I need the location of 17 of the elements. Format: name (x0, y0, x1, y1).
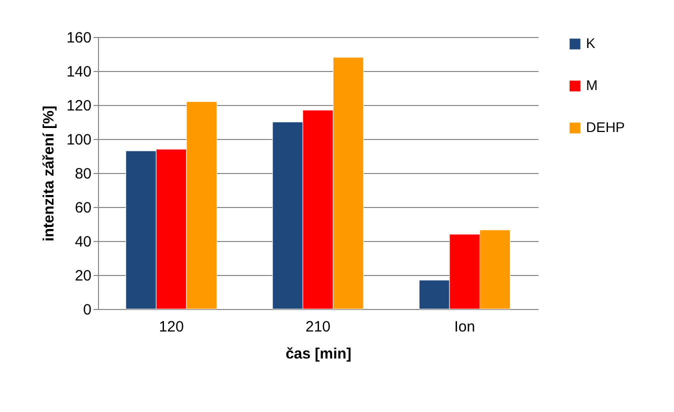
x-tick-label: Ion (454, 318, 476, 336)
legend-label: M (586, 77, 598, 93)
y-tick-label: 160 (66, 30, 92, 46)
y-tick-label: 60 (74, 200, 92, 216)
y-axis-title: intenzita záření [%] (40, 106, 58, 242)
y-tick-label: 120 (66, 98, 92, 114)
y-tick-label: 40 (74, 234, 92, 250)
legend-label: K (586, 35, 596, 51)
x-tick-label: 210 (305, 318, 331, 336)
y-tick-label: 80 (74, 166, 92, 182)
y-tick-label: 20 (74, 268, 92, 284)
y-tick-label: 100 (66, 132, 92, 148)
x-tick-label: 120 (158, 318, 184, 336)
y-tick-label: 140 (66, 64, 92, 80)
y-tick-label: 0 (83, 302, 92, 318)
x-axis-title: čas [min] (286, 346, 352, 362)
legend-label: DEHP (586, 119, 625, 135)
